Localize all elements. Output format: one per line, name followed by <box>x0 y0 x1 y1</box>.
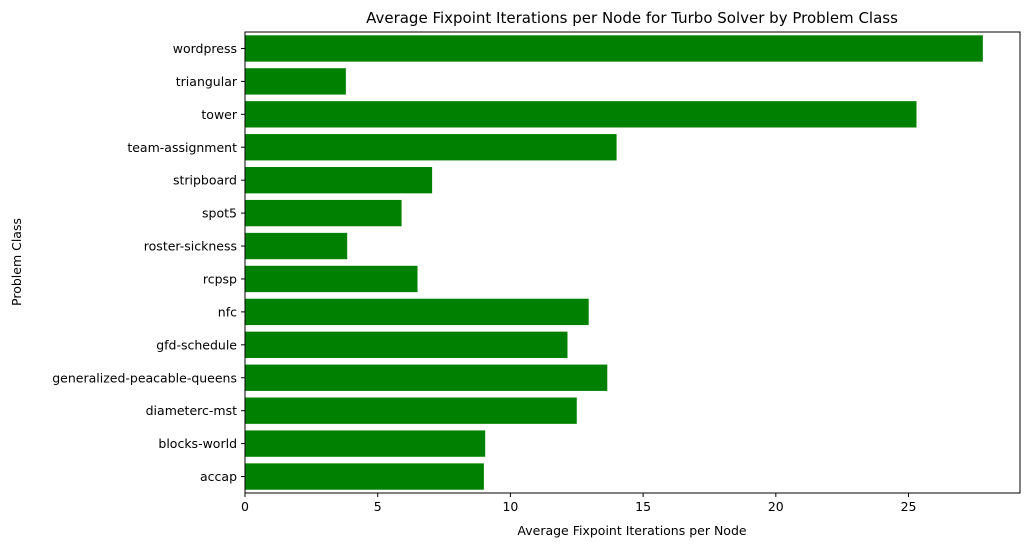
bar-accap <box>245 463 484 490</box>
y-tick-label: tower <box>201 107 237 122</box>
bars-layer <box>245 35 983 490</box>
bar-stripboard <box>245 167 433 194</box>
bar-blocks-world <box>245 430 486 457</box>
y-tick-label: wordpress <box>173 41 237 56</box>
bar-diameterc-mst <box>245 397 577 424</box>
x-tick-label: 5 <box>374 499 382 514</box>
bar-triangular <box>245 68 346 95</box>
y-tick-label: stripboard <box>173 173 237 188</box>
bar-gfd-schedule <box>245 331 568 358</box>
chart-title: Average Fixpoint Iterations per Node for… <box>366 9 898 27</box>
y-tick-label: diameterc-mst <box>146 403 237 418</box>
x-tick-label: 10 <box>502 499 518 514</box>
y-tick-label: generalized-peacable-queens <box>52 370 237 385</box>
y-axis: accap blocks-world diameterc-mst generalize… <box>52 41 245 484</box>
bar-roster-sickness <box>245 232 348 260</box>
x-axis-label: Average Fixpoint Iterations per Node <box>517 523 746 538</box>
y-tick-label: roster-sickness <box>144 239 237 254</box>
bar-team-assignment <box>245 134 617 161</box>
y-tick-label: blocks-world <box>158 436 237 451</box>
x-tick-label: 0 <box>241 499 249 514</box>
x-tick-label: 25 <box>901 499 917 514</box>
x-tick-label: 20 <box>768 499 784 514</box>
bar-tower <box>245 101 917 128</box>
y-tick-label: team-assignment <box>127 140 237 155</box>
bar-nfc <box>245 298 589 326</box>
bar-spot5 <box>245 199 402 227</box>
y-tick-label: rcpsp <box>203 271 237 286</box>
bar-rcpsp <box>245 265 418 293</box>
y-tick-label: spot5 <box>202 206 237 221</box>
y-tick-label: accap <box>200 469 237 484</box>
x-axis: 0 5 10 15 20 25 <box>241 493 916 514</box>
bar-wordpress <box>245 35 983 62</box>
y-tick-label: gfd-schedule <box>156 337 237 352</box>
x-tick-label: 15 <box>635 499 651 514</box>
axes-frame <box>244 31 1021 494</box>
y-axis-label: Problem Class <box>9 218 24 306</box>
y-tick-label: triangular <box>176 74 238 89</box>
y-tick-label: nfc <box>218 304 237 319</box>
bar-generalized-peacable-queens <box>245 364 608 391</box>
